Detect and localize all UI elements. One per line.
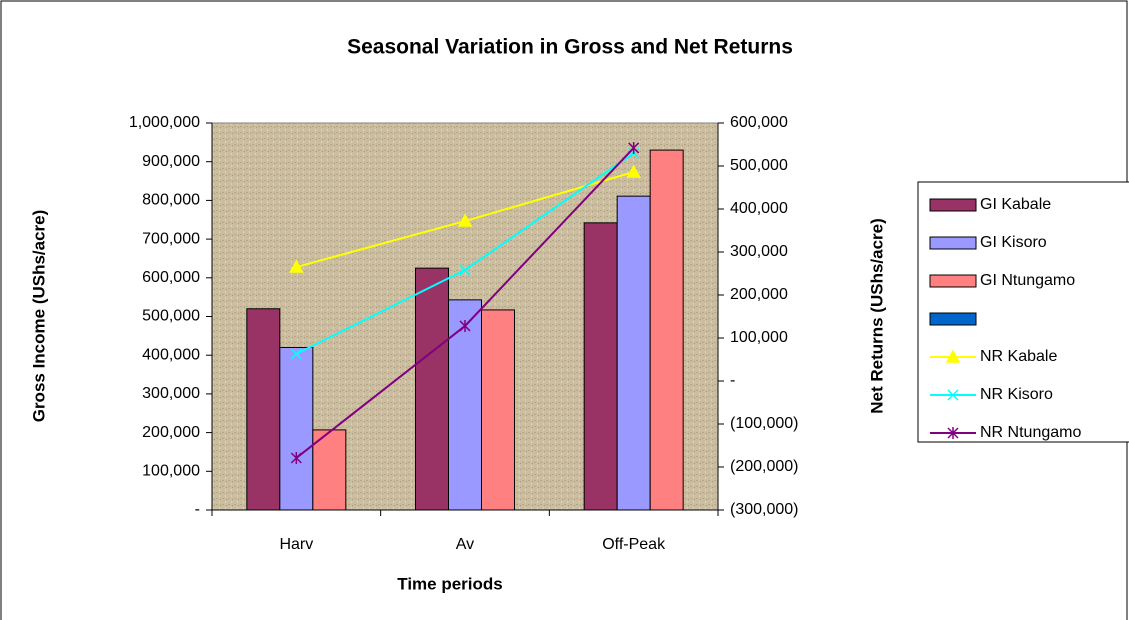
marker [947, 427, 959, 439]
legend-swatch [929, 274, 977, 288]
y-tick-label: 200,000 [142, 424, 200, 441]
marker [626, 164, 641, 178]
y-tick-label: 900,000 [142, 153, 200, 170]
y2-tick-label: 200,000 [730, 286, 788, 303]
legend-label: GI Ntungamo [980, 272, 1075, 289]
bar [481, 309, 515, 511]
y-tick-label: - [195, 501, 200, 518]
bar [312, 429, 347, 511]
legend-swatch [929, 236, 977, 250]
y2-tick-label: (200,000) [730, 458, 799, 475]
legend-swatch [929, 312, 977, 326]
marker [459, 264, 471, 276]
legend-label: NR Kisoro [980, 386, 1053, 403]
y-axis-title: Gross Income (UShs/acre) [29, 210, 48, 423]
y-tick-label: 700,000 [142, 230, 200, 247]
legend-label: GI Kabale [980, 196, 1051, 213]
bar [246, 308, 281, 511]
y-tick-label: 300,000 [142, 385, 200, 402]
y2-tick-label: - [730, 372, 735, 389]
y2-tick-label: 400,000 [730, 200, 788, 217]
marker [628, 141, 640, 154]
bar [616, 195, 651, 511]
y-tick-label: 600,000 [142, 269, 200, 286]
bar [415, 267, 449, 511]
y-tick-label: 1,000,000 [129, 114, 200, 131]
marker [290, 451, 302, 464]
marker [945, 349, 961, 363]
y2-tick-label: 300,000 [730, 243, 788, 260]
chart-title: Seasonal Variation in Gross and Net Retu… [347, 36, 793, 59]
x-tick-label: Av [456, 536, 474, 553]
y-tick-label: 400,000 [142, 346, 200, 363]
y2-tick-label: 600,000 [730, 114, 788, 131]
y-tick-label: 100,000 [142, 463, 200, 480]
marker [289, 259, 304, 273]
y2-tick-label: 500,000 [730, 157, 788, 174]
x-tick-label: Off-Peak [602, 536, 666, 553]
y2-axis-title: Net Returns (UShs/acre) [867, 218, 886, 414]
legend-label: GI Kisoro [980, 234, 1047, 251]
marker [459, 319, 471, 332]
legend-label: NR Ntungamo [980, 424, 1081, 441]
bar [279, 346, 314, 511]
legend-swatch [929, 198, 977, 212]
y2-tick-label: (300,000) [730, 501, 799, 518]
legend [917, 181, 1129, 443]
marker [947, 389, 959, 401]
y-tick-label: 800,000 [142, 192, 200, 209]
x-axis-title: Time periods [397, 574, 503, 593]
y2-tick-label: (100,000) [730, 415, 799, 432]
y-tick-label: 500,000 [142, 308, 200, 325]
legend-label: NR Kabale [980, 348, 1057, 365]
marker [290, 348, 302, 360]
bar [583, 222, 618, 511]
x-tick-label: Harv [279, 536, 313, 553]
marker [457, 213, 473, 227]
y2-tick-label: 100,000 [730, 329, 788, 346]
bar [649, 149, 684, 511]
